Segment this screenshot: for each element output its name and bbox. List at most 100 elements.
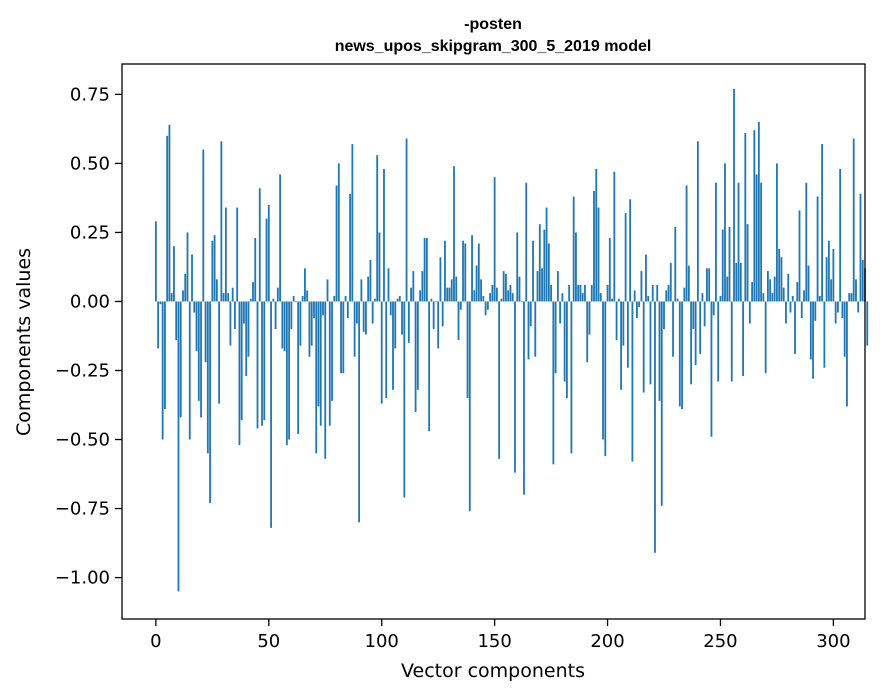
bar	[789, 301, 792, 313]
bar	[200, 301, 202, 418]
bar	[471, 235, 473, 302]
bar	[547, 243, 550, 302]
bar	[597, 207, 600, 302]
bar	[599, 293, 602, 302]
bar	[724, 163, 726, 302]
bar	[785, 301, 787, 324]
bar	[234, 301, 236, 330]
bar	[270, 301, 272, 528]
bar	[495, 287, 498, 302]
y-tick-label: −0.75	[55, 499, 110, 520]
bar	[638, 301, 641, 307]
bar	[213, 235, 216, 302]
bar	[371, 301, 374, 324]
bar	[403, 301, 406, 498]
bar	[407, 301, 410, 343]
bar	[285, 301, 288, 446]
bar	[832, 249, 835, 302]
bar	[532, 240, 534, 302]
bar	[821, 144, 823, 302]
bar	[288, 301, 291, 440]
bar	[694, 301, 697, 365]
bar	[744, 133, 747, 302]
bar	[374, 298, 376, 302]
bar	[769, 279, 772, 302]
bar	[696, 141, 699, 302]
bar	[378, 232, 381, 302]
bar	[304, 268, 306, 302]
bar	[866, 301, 869, 346]
bar	[837, 301, 839, 313]
bar	[410, 287, 412, 302]
bar	[563, 301, 566, 382]
bar	[453, 166, 455, 302]
bar	[633, 290, 636, 302]
y-tick-label: −0.25	[55, 360, 110, 381]
bar	[672, 301, 674, 357]
bar	[455, 276, 458, 302]
bar	[776, 163, 778, 302]
bar	[712, 301, 715, 316]
bar	[699, 301, 702, 354]
bar	[787, 273, 790, 302]
bar	[812, 301, 814, 379]
bar	[331, 301, 333, 401]
bar	[294, 301, 297, 303]
bar	[545, 207, 548, 302]
bar	[859, 193, 862, 302]
bar	[509, 284, 512, 302]
bar	[224, 207, 227, 302]
bar	[313, 301, 315, 319]
bar	[202, 149, 205, 302]
bar	[658, 301, 661, 401]
bar	[552, 301, 555, 465]
bar	[823, 301, 826, 368]
bar	[425, 237, 428, 302]
bar	[588, 301, 591, 335]
bar	[818, 295, 821, 302]
bar	[708, 268, 711, 302]
bar	[394, 301, 397, 349]
bar	[450, 279, 453, 302]
bar	[647, 295, 650, 302]
plot-frame	[121, 63, 866, 620]
bar	[459, 301, 462, 310]
bar	[498, 301, 501, 459]
bar	[195, 301, 198, 352]
x-tick-label: 150	[477, 631, 511, 652]
bar	[161, 301, 164, 440]
bar	[164, 301, 166, 410]
bar	[369, 260, 372, 302]
bar	[272, 298, 275, 302]
bar	[258, 188, 261, 302]
bar	[674, 226, 677, 302]
bar	[561, 293, 564, 302]
bar	[344, 295, 347, 302]
chart-title-line-1: -posten	[464, 16, 522, 33]
bar	[687, 265, 690, 302]
bar	[182, 290, 184, 302]
bar	[491, 284, 494, 302]
bar	[505, 273, 507, 302]
bar	[613, 171, 616, 302]
bar	[173, 246, 175, 302]
bar	[536, 271, 539, 302]
bar	[846, 301, 848, 407]
bar	[541, 268, 543, 302]
bar	[263, 301, 266, 421]
bar	[636, 301, 638, 319]
bar	[511, 293, 514, 302]
bar	[850, 293, 853, 302]
bar	[396, 298, 399, 302]
y-tick-label: 0.50	[70, 153, 110, 174]
bar	[279, 174, 281, 302]
bar	[227, 293, 230, 302]
bar	[188, 301, 191, 440]
bar	[430, 298, 433, 302]
bar	[254, 237, 257, 302]
bar	[299, 301, 302, 346]
bar	[794, 301, 796, 354]
y-axis-ticks: 0.75 0.50 0.25 0.00 −0.25 −0.50 −0.75 −1.00	[55, 84, 122, 589]
bar	[572, 196, 575, 302]
chart-title-line-2: news_upos_skipgram_300_5_2019 model	[335, 38, 652, 55]
